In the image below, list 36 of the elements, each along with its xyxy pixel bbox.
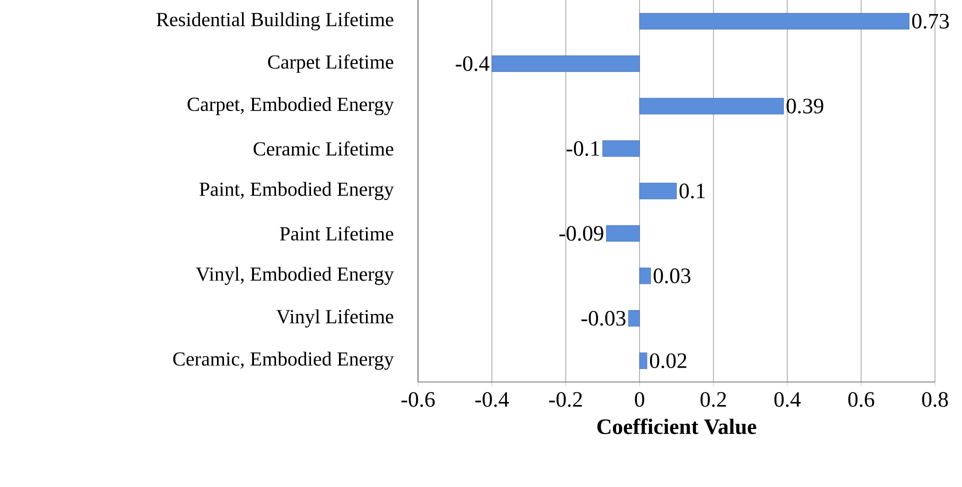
- x-tick-label: 0.6: [848, 392, 874, 407]
- bar: [639, 268, 651, 284]
- y-tick-label: Paint, Embodied Energy: [200, 182, 394, 200]
- bar: [602, 140, 640, 157]
- y-tick-label: Carpet Lifetime: [268, 54, 394, 73]
- y-tick-label: Paint Lifetime: [280, 226, 394, 241]
- data-label: 0.02: [650, 353, 686, 368]
- y-tick-label: Carpet, Embodied Energy: [188, 97, 394, 116]
- x-tick-label: 0: [634, 392, 644, 407]
- bar: [628, 310, 640, 327]
- x-tick-label: -0.6: [401, 392, 435, 407]
- bar: [639, 352, 648, 369]
- x-tick-label: 0.2: [700, 392, 726, 407]
- data-label: -0.09: [559, 226, 604, 241]
- data-label: 0.1: [680, 184, 705, 198]
- x-axis-title: Coefficient Value: [597, 418, 756, 434]
- bar: [639, 182, 677, 200]
- y-tick-label: Vinyl Lifetime: [276, 309, 394, 328]
- data-label: 0.03: [654, 268, 690, 284]
- y-tick-label: Vinyl, Embodied Energy: [196, 266, 394, 285]
- bar: [639, 13, 910, 30]
- y-tick-label: Ceramic Lifetime: [254, 141, 394, 156]
- bar: [639, 98, 784, 114]
- y-tick-label: Ceramic, Embodied Energy: [173, 352, 394, 370]
- x-tick-label: -0.2: [549, 392, 582, 407]
- x-tick-label: -0.4: [475, 392, 509, 407]
- x-tick-label: 0.4: [774, 392, 801, 407]
- bar: [492, 55, 640, 72]
- data-label: 0.73: [912, 14, 949, 29]
- x-tick-label: 0.8: [922, 392, 948, 407]
- y-tick-label: Residential Building Lifetime: [156, 12, 394, 30]
- data-label: 0.39: [786, 98, 824, 114]
- data-label: -0.1: [566, 141, 600, 156]
- data-label: -0.4: [456, 56, 490, 72]
- bar: [606, 225, 640, 242]
- data-label: -0.03: [581, 310, 626, 326]
